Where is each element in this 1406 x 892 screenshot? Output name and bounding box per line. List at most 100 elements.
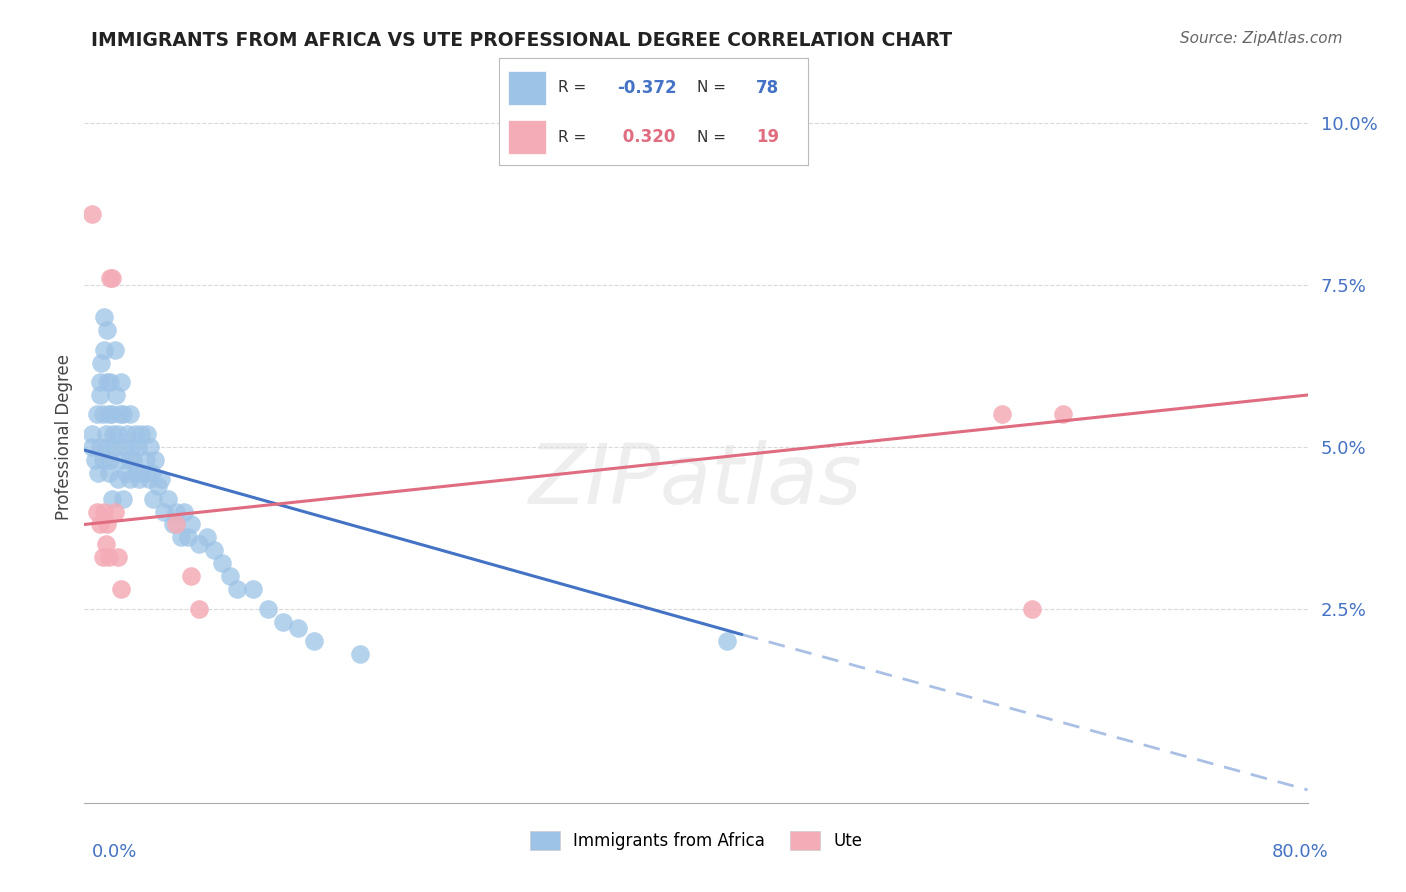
- Point: [120, 408, 142, 422]
- Point: [257, 601, 280, 615]
- Point: [142, 491, 165, 506]
- Point: [188, 601, 211, 615]
- Point: [96, 375, 118, 389]
- Point: [211, 557, 233, 571]
- Point: [170, 530, 193, 544]
- Point: [93, 504, 115, 518]
- Point: [177, 530, 200, 544]
- Point: [80, 207, 103, 221]
- Point: [104, 504, 127, 518]
- Text: R =: R =: [558, 129, 596, 145]
- Point: [180, 569, 202, 583]
- Point: [143, 452, 166, 467]
- Point: [94, 537, 117, 551]
- Y-axis label: Professional Degree: Professional Degree: [55, 354, 73, 520]
- Point: [98, 452, 121, 467]
- Point: [86, 408, 108, 422]
- Text: 0.320: 0.320: [617, 128, 675, 146]
- Point: [91, 452, 114, 467]
- Point: [107, 472, 129, 486]
- Point: [108, 452, 131, 467]
- Legend: Immigrants from Africa, Ute: Immigrants from Africa, Ute: [523, 824, 869, 856]
- Point: [139, 440, 162, 454]
- Point: [84, 452, 107, 467]
- Point: [111, 408, 134, 422]
- Point: [97, 408, 120, 422]
- Text: 80.0%: 80.0%: [1272, 843, 1329, 861]
- Point: [114, 466, 136, 480]
- Point: [188, 537, 211, 551]
- Point: [103, 426, 125, 441]
- Point: [115, 426, 138, 441]
- Text: 78: 78: [756, 79, 779, 97]
- Point: [202, 543, 225, 558]
- Point: [107, 426, 129, 441]
- Point: [97, 466, 120, 480]
- Bar: [509, 70, 546, 105]
- Point: [195, 530, 218, 544]
- Point: [97, 549, 120, 564]
- Text: ZIPatlas: ZIPatlas: [529, 441, 863, 522]
- Point: [121, 440, 143, 454]
- Point: [111, 491, 134, 506]
- Point: [89, 440, 111, 454]
- Point: [93, 343, 115, 357]
- Point: [96, 517, 118, 532]
- Point: [107, 549, 129, 564]
- Bar: [509, 120, 546, 154]
- Text: N =: N =: [697, 129, 731, 145]
- Point: [110, 582, 132, 597]
- Text: IMMIGRANTS FROM AFRICA VS UTE PROFESSIONAL DEGREE CORRELATION CHART: IMMIGRANTS FROM AFRICA VS UTE PROFESSION…: [91, 31, 952, 50]
- Point: [127, 440, 149, 454]
- Point: [1021, 601, 1043, 615]
- Text: Source: ZipAtlas.com: Source: ZipAtlas.com: [1180, 31, 1343, 46]
- Point: [136, 426, 159, 441]
- Point: [125, 466, 148, 480]
- Point: [98, 375, 121, 389]
- Point: [104, 440, 127, 454]
- Point: [93, 310, 115, 325]
- Point: [120, 472, 142, 486]
- Point: [101, 271, 124, 285]
- Point: [124, 426, 146, 441]
- Point: [90, 356, 112, 370]
- Point: [104, 343, 127, 357]
- Point: [110, 375, 132, 389]
- Point: [80, 426, 103, 441]
- Point: [80, 440, 103, 454]
- Point: [302, 634, 325, 648]
- Point: [173, 504, 195, 518]
- Point: [98, 271, 121, 285]
- Point: [108, 408, 131, 422]
- Point: [89, 375, 111, 389]
- Point: [91, 408, 114, 422]
- Point: [87, 466, 110, 480]
- Point: [129, 426, 152, 441]
- Point: [122, 452, 145, 467]
- Point: [157, 491, 180, 506]
- Point: [86, 504, 108, 518]
- Point: [94, 426, 117, 441]
- Point: [91, 549, 114, 564]
- Point: [149, 472, 172, 486]
- Point: [349, 647, 371, 661]
- Point: [96, 323, 118, 337]
- Point: [226, 582, 249, 597]
- Text: 19: 19: [756, 128, 779, 146]
- Point: [96, 440, 118, 454]
- Point: [146, 478, 169, 492]
- Text: -0.372: -0.372: [617, 79, 676, 97]
- Text: N =: N =: [697, 80, 731, 95]
- Point: [242, 582, 264, 597]
- Point: [101, 408, 124, 422]
- Point: [287, 621, 309, 635]
- Point: [89, 388, 111, 402]
- Point: [118, 452, 141, 467]
- Text: R =: R =: [558, 80, 591, 95]
- Point: [165, 517, 187, 532]
- Point: [165, 504, 187, 518]
- Point: [271, 615, 294, 629]
- Point: [153, 504, 176, 518]
- Point: [1052, 408, 1074, 422]
- Point: [162, 517, 184, 532]
